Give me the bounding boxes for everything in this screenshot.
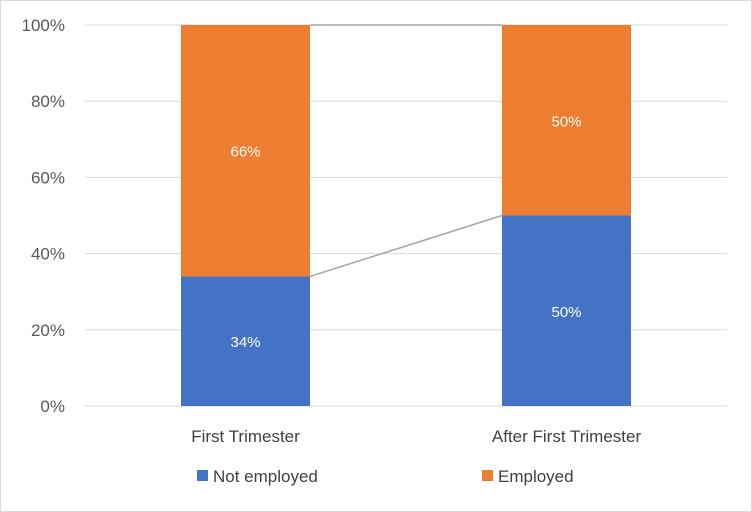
bar-segment bbox=[502, 25, 631, 216]
y-tick-label: 20% bbox=[31, 321, 65, 340]
data-label: 50% bbox=[551, 113, 581, 130]
y-tick-label: 40% bbox=[31, 245, 65, 264]
data-label: 34% bbox=[230, 334, 260, 351]
legend-label: Not employed bbox=[213, 467, 318, 486]
y-tick-label: 80% bbox=[31, 92, 65, 111]
data-label: 50% bbox=[551, 304, 581, 321]
data-label: 66% bbox=[230, 144, 260, 161]
legend-label: Employed bbox=[498, 467, 574, 486]
series-line bbox=[309, 214, 503, 278]
y-tick-label: 60% bbox=[31, 168, 65, 187]
bar-segment bbox=[181, 276, 310, 406]
bar-segment bbox=[181, 25, 310, 277]
y-tick-label: 100% bbox=[22, 16, 65, 35]
legend-swatch bbox=[197, 470, 208, 481]
x-category-label: First Trimester bbox=[191, 427, 300, 446]
legend-swatch bbox=[482, 470, 493, 481]
x-category-label: After First Trimester bbox=[492, 427, 642, 446]
bar-segment bbox=[502, 215, 631, 406]
y-tick-label: 0% bbox=[40, 397, 65, 416]
